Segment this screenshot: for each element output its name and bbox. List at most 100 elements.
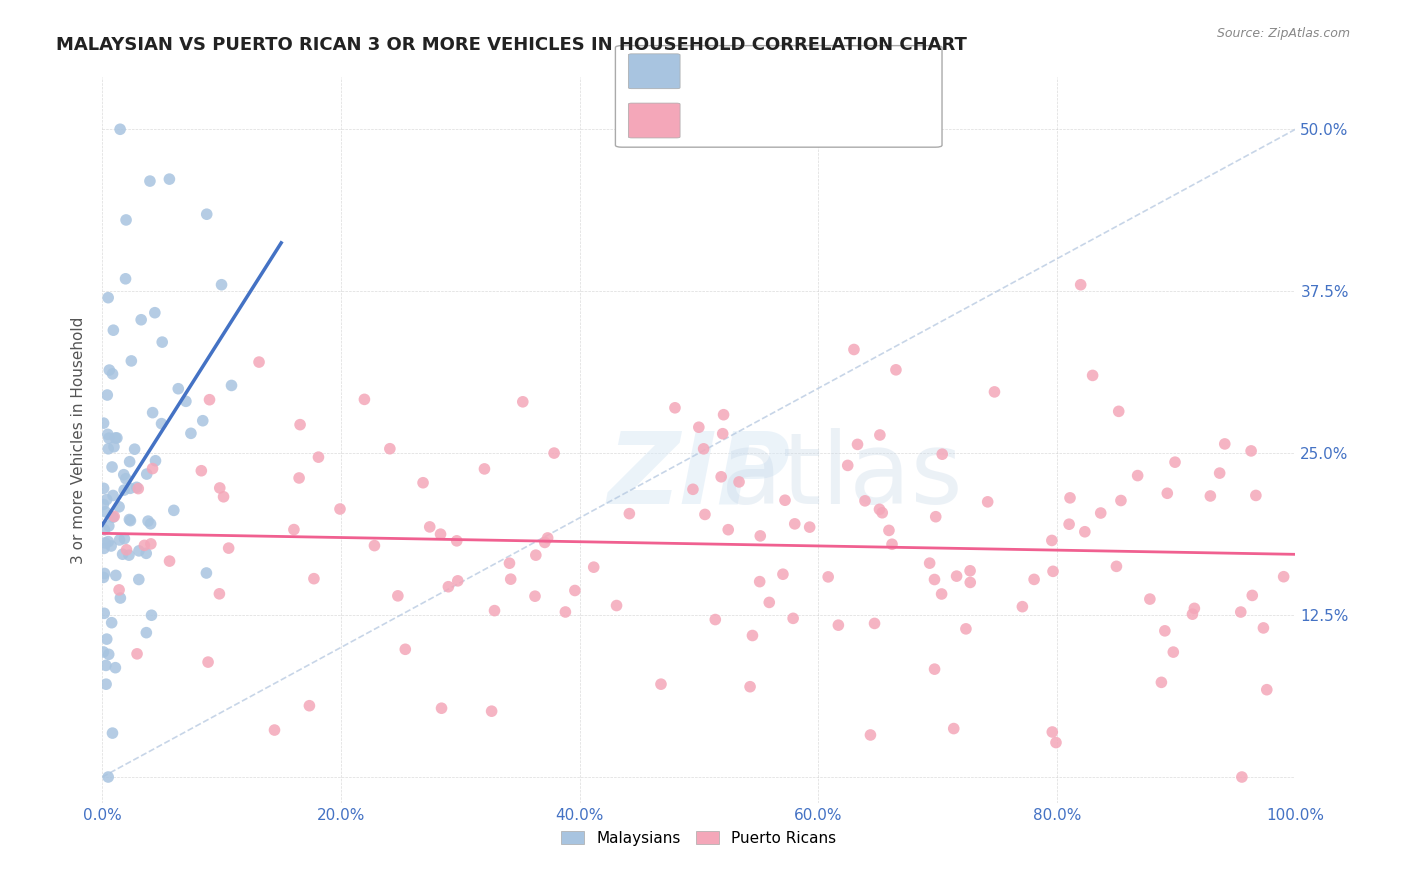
Point [481,704,503,718]
Point [564,583,586,598]
Text: N=: N= [823,112,849,129]
Point [412,475,434,490]
Point [512,394,534,409]
Text: ZIP: ZIP [607,428,790,525]
Point [1150,675,1173,690]
Point [1042,565,1064,579]
Point [853,493,876,508]
Point [100,539,122,553]
Point [96,388,118,402]
Point [880,537,903,551]
Point [101,460,124,475]
Point [1156,486,1178,500]
Point [93,566,115,581]
Point [711,426,734,441]
Point [93,416,115,430]
Legend: Malaysians, Puerto Ricans: Malaysians, Puerto Ricans [554,823,844,854]
Point [537,531,560,545]
Point [717,523,740,537]
Point [1011,599,1033,614]
Point [218,541,240,555]
Point [846,437,869,451]
Point [97,519,120,533]
Point [1181,607,1204,622]
Point [263,723,285,737]
Point [692,442,714,456]
Point [101,726,124,740]
Point [302,572,325,586]
Point [136,514,159,528]
Point [387,589,409,603]
Point [1108,404,1130,418]
Point [93,570,115,584]
Text: N=: N= [823,62,849,80]
Point [100,615,122,630]
Point [1040,725,1063,739]
Point [582,560,605,574]
Point [111,547,134,561]
Point [738,680,761,694]
Point [288,471,311,485]
Point [1074,524,1097,539]
Point [93,498,115,512]
Point [103,440,125,454]
Point [474,462,496,476]
Point [124,442,146,457]
Point [863,616,886,631]
Text: atlas: atlas [721,428,963,525]
Point [105,431,128,445]
Point [110,591,132,605]
Point [1057,517,1080,532]
Point [837,458,859,473]
Point [247,355,270,369]
Point [108,500,131,514]
Point [1059,491,1081,505]
Point [139,516,162,531]
Point [1081,368,1104,383]
Point [959,575,981,590]
Point [134,538,156,552]
Text: 137: 137 [865,112,900,129]
Point [97,770,120,784]
Point [498,556,520,570]
Point [619,507,641,521]
Point [983,384,1005,399]
Text: 82: 82 [865,62,887,80]
Point [104,568,127,582]
Point [93,541,115,556]
Point [741,628,763,642]
Point [143,306,166,320]
Point [135,467,157,481]
Point [180,426,202,441]
Point [135,546,157,560]
Point [1161,645,1184,659]
Point [877,524,900,538]
Point [1240,443,1263,458]
Point [307,450,329,465]
Point [1199,489,1222,503]
Point [191,414,214,428]
Point [283,523,305,537]
Point [430,701,453,715]
Point [101,367,124,381]
Point [118,512,141,526]
Point [208,587,231,601]
Point [101,488,124,502]
Point [447,574,470,588]
Point [108,533,131,547]
Point [118,548,141,562]
Point [1213,437,1236,451]
Point [141,461,163,475]
Point [484,604,506,618]
Point [94,677,117,691]
Point [190,464,212,478]
Point [1105,559,1128,574]
Point [664,401,686,415]
Point [197,655,219,669]
Point [120,481,142,495]
Point [429,527,451,541]
Point [96,632,118,646]
Point [869,428,891,442]
Point [198,392,221,407]
Text: 0.272: 0.272 [748,62,801,80]
